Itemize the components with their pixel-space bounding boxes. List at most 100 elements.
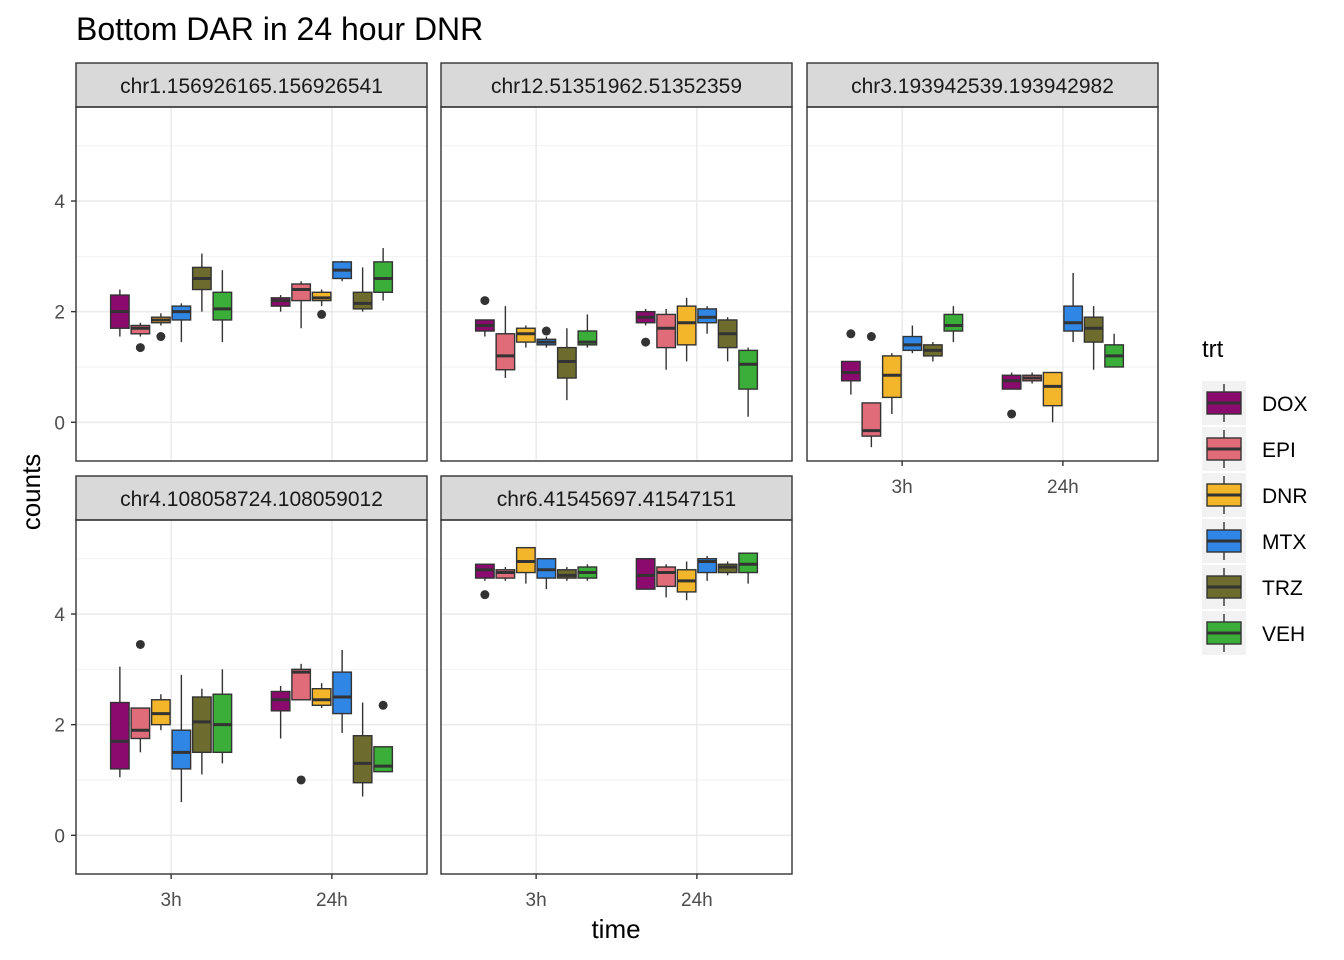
legend-label: EPI xyxy=(1262,439,1296,462)
legend-entry-dox: DOX xyxy=(1202,381,1308,425)
box-dox xyxy=(474,563,495,600)
y-tick-label: 2 xyxy=(54,716,65,737)
outlier-point xyxy=(378,700,388,710)
box-dnr xyxy=(150,313,171,342)
box-dox xyxy=(270,295,291,312)
box-trz xyxy=(352,267,373,312)
outlier-point xyxy=(156,332,166,342)
box-body xyxy=(656,313,677,349)
facet-strip-label: chr1.156926165.156926541 xyxy=(120,75,383,98)
legend-entry-mtx: MTX xyxy=(1202,519,1306,563)
box-mtx xyxy=(536,326,557,348)
box-mtx xyxy=(697,306,718,334)
box-veh xyxy=(738,347,759,417)
box-body xyxy=(130,707,151,740)
box-body xyxy=(1042,371,1063,407)
outlier-point xyxy=(135,343,145,353)
box-body xyxy=(861,402,882,437)
box-veh xyxy=(212,270,233,343)
legend-entry-veh: VEH xyxy=(1202,611,1305,655)
box-body xyxy=(656,566,677,588)
panel-border xyxy=(806,106,1159,462)
box-mtx xyxy=(536,558,557,590)
y-axis-title: counts xyxy=(16,454,46,531)
box-body xyxy=(291,283,312,302)
box-dox xyxy=(1001,372,1022,419)
box-body xyxy=(738,349,759,390)
y-tick-label: 4 xyxy=(54,192,65,213)
x-tick-label: 24h xyxy=(681,890,713,911)
facet-strip xyxy=(806,62,1159,108)
legend-entry-epi: EPI xyxy=(1202,427,1296,471)
facet-panel: chr4.108058724.108059012 0 2 4 3h 24h xyxy=(54,475,428,911)
outlier-point xyxy=(541,326,551,336)
box-body xyxy=(332,671,353,715)
box-epi xyxy=(130,639,151,753)
x-tick-label: 3h xyxy=(526,890,547,911)
box-epi xyxy=(861,332,882,448)
panel-border xyxy=(75,519,428,875)
box-mtx xyxy=(1063,272,1084,343)
box-epi xyxy=(291,663,312,785)
box-mtx xyxy=(902,325,923,354)
box-trz xyxy=(352,702,373,797)
box-dnr xyxy=(150,694,171,731)
outlier-point xyxy=(296,775,306,785)
box-dnr xyxy=(881,353,902,414)
legend-entry-dnr: DNR xyxy=(1202,473,1308,517)
box-dnr xyxy=(515,325,536,348)
box-dox xyxy=(474,296,495,337)
box-dnr xyxy=(676,561,697,601)
box-body xyxy=(943,313,964,332)
box-epi xyxy=(656,308,677,370)
outlier-point xyxy=(641,337,651,347)
box-body xyxy=(212,291,233,321)
box-body xyxy=(1063,305,1084,332)
panel-border xyxy=(440,519,793,875)
legend-label: DOX xyxy=(1262,393,1308,416)
box-epi xyxy=(495,306,516,379)
box-trz xyxy=(556,567,577,581)
outlier-point xyxy=(866,332,876,342)
box-trz xyxy=(922,342,943,362)
x-tick-label: 24h xyxy=(1047,477,1079,498)
box-dox xyxy=(109,289,130,337)
box-body xyxy=(291,668,312,701)
legend-label: MTX xyxy=(1262,531,1306,554)
box-dnr xyxy=(1042,371,1063,423)
outlier-point xyxy=(480,590,490,600)
box-epi xyxy=(495,567,516,581)
outlier-point xyxy=(1007,409,1017,419)
box-dox xyxy=(109,666,130,778)
box-epi xyxy=(656,564,677,598)
box-veh xyxy=(1104,333,1125,368)
outlier-point xyxy=(135,639,145,649)
box-dox xyxy=(840,329,861,395)
panel-background xyxy=(441,107,792,461)
box-veh xyxy=(212,669,233,764)
box-veh xyxy=(577,564,598,581)
box-veh xyxy=(373,248,394,301)
x-tick-label: 3h xyxy=(892,477,913,498)
x-axis-title: time xyxy=(591,914,640,944)
panel-background xyxy=(76,520,427,874)
box-epi xyxy=(291,281,312,329)
box-body xyxy=(495,333,516,371)
facet-strip-label: chr6.41545697.41547151 xyxy=(497,488,736,511)
outlier-point xyxy=(317,309,327,319)
box-dnr xyxy=(311,683,332,709)
box-trz xyxy=(1083,306,1104,370)
box-veh xyxy=(373,700,394,773)
box-body xyxy=(352,735,373,784)
box-body xyxy=(373,746,394,773)
y-tick-label: 0 xyxy=(54,826,65,847)
box-veh xyxy=(738,552,759,584)
box-dnr xyxy=(311,289,332,319)
box-body xyxy=(311,688,332,706)
facet-panel: chr6.41545697.41547151 3h 24h xyxy=(440,475,793,911)
box-veh xyxy=(577,314,598,348)
box-trz xyxy=(717,317,738,362)
outlier-point xyxy=(480,296,490,306)
y-tick-label: 4 xyxy=(54,605,65,626)
facet-strip xyxy=(75,62,428,108)
